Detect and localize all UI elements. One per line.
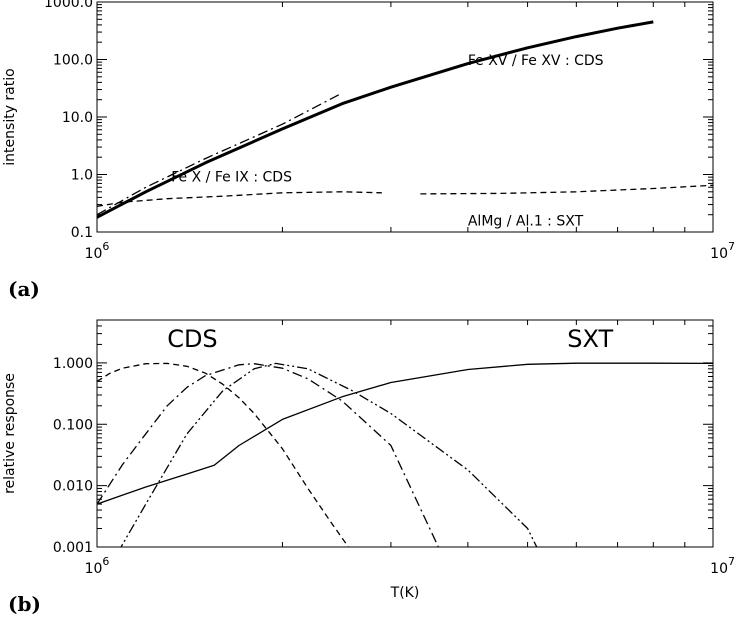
panel-a-y-tick-label: 100.0 (53, 53, 93, 69)
panel-a-x-tick-label: 107 (710, 240, 735, 262)
panel-a-series-line-0 (97, 20, 654, 219)
panel-a-series-line-2 (97, 191, 382, 207)
panel-b-x-tick-label: 107 (710, 555, 735, 577)
panel-b-x-axis-title: T(K) (390, 585, 420, 601)
panel-a-annotation-1: Fe X / Fe IX : CDS (171, 170, 292, 186)
panel-a-series-line-1 (97, 92, 343, 216)
panel-a-label: (a) (8, 277, 40, 301)
panel-b-label: (b) (8, 592, 41, 616)
panel-a-annotation-0: Fe XV / Fe XV : CDS (468, 53, 604, 69)
panel-a-annotation-2: AlMg / Al.1 : SXT (468, 213, 584, 229)
panel-b-series-line-2 (97, 363, 440, 547)
panel-a-y-tick-label: 1.0 (71, 168, 93, 184)
panel-b-series-line-3 (120, 362, 538, 547)
panel-b-series-line-1 (97, 362, 350, 547)
panel-b-y-tick-label: 0.100 (53, 417, 93, 433)
panel-b-x-tick-label: 106 (85, 555, 110, 577)
panel-b-plot-frame (96, 319, 714, 548)
panel-b-y-tick-label: 1.000 (53, 356, 93, 372)
panel-a-y-tick-label: 0.1 (71, 225, 93, 241)
panel-a-y-tick-label: 1000.0 (44, 0, 93, 11)
panel-b-y-axis-title: relative response (2, 373, 18, 494)
panel-a-y-axis-title: intensity ratio (2, 68, 18, 165)
panel-b-annotation-0: CDS (167, 325, 217, 353)
panel-b: 0.001 0.010 0.100 1.000 106 107 relative respo… (2, 319, 735, 616)
panel-b-y-tick-label: 0.001 (53, 540, 93, 556)
panel-a: 0.1 1.0 10.0 100.0 1000.0 106 107 intensity rat… (2, 0, 735, 301)
panel-b-y-tick-label: 0.010 (53, 479, 93, 495)
panel-a-x-tick-label: 106 (85, 240, 110, 262)
panel-a-y-tick-label: 10.0 (62, 110, 93, 126)
panel-b-series-line-sxt (97, 362, 713, 505)
panel-b-annotation-1: SXT (567, 325, 613, 353)
panel-a-series-line-3 (420, 184, 713, 195)
